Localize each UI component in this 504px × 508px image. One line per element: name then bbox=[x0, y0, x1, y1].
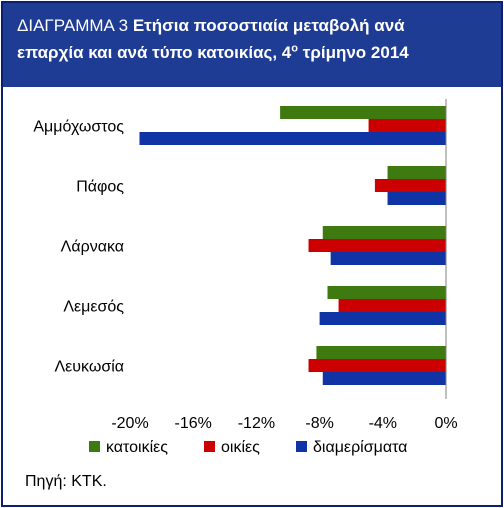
bar-3-1 bbox=[322, 226, 446, 239]
bar-4-1 bbox=[327, 286, 446, 299]
bar-1-3 bbox=[139, 132, 447, 145]
category-label: Λευκωσία bbox=[54, 359, 124, 376]
bar-4-3 bbox=[319, 312, 446, 325]
x-tick-label: -8% bbox=[305, 415, 333, 432]
title-superscript: ο bbox=[291, 42, 299, 55]
legend-label: κατοικίες bbox=[106, 439, 168, 456]
x-tick-label: -4% bbox=[369, 415, 397, 432]
legend-swatch bbox=[204, 441, 215, 452]
x-tick-label: 0% bbox=[434, 415, 457, 432]
legend-label: διαμερίσματα bbox=[313, 439, 407, 456]
source-note: Πηγή: ΚΤΚ. bbox=[25, 473, 107, 490]
bar-2-1 bbox=[387, 166, 446, 179]
bar-2-2 bbox=[374, 179, 446, 192]
x-tick-label: -16% bbox=[175, 415, 212, 432]
chart-header: ΔΙΑΓΡΑΜΜΑ 3 Ετήσια ποσοστιαία μεταβολή α… bbox=[3, 3, 501, 87]
title-main-1: Ετήσια ποσοστιαία μεταβολή ανά bbox=[132, 16, 405, 35]
category-label: Πάφος bbox=[76, 179, 124, 196]
bar-4-2 bbox=[338, 299, 446, 312]
bar-5-3 bbox=[322, 372, 446, 385]
legend-label: οικίες bbox=[221, 439, 260, 456]
title-lead: ΔΙΑΓΡΑΜΜΑ 3 bbox=[17, 16, 129, 35]
bar-1-1 bbox=[280, 106, 446, 119]
x-tick-label: -12% bbox=[238, 415, 275, 432]
legend-swatch bbox=[296, 441, 307, 452]
category-label: Λάρνακα bbox=[61, 239, 124, 256]
bar-chart: Αμμόχωστος Πάφος Λάρνακα Λεμεσός Λευκωσία -20… bbox=[33, 99, 458, 456]
bar-3-3 bbox=[330, 252, 446, 265]
title-main-2b: τρίμηνο 2014 bbox=[298, 43, 409, 62]
category-label: Λεμεσός bbox=[63, 299, 124, 316]
bar-1-2 bbox=[368, 119, 446, 132]
title-main-2a: επαρχία και ανά τύπο κατοικίας, 4 bbox=[17, 43, 292, 62]
x-tick-label: -20% bbox=[111, 415, 148, 432]
bar-2-3 bbox=[387, 192, 446, 205]
bar-5-2 bbox=[308, 359, 446, 372]
legend-swatch bbox=[89, 441, 100, 452]
bar-5-1 bbox=[316, 346, 446, 359]
bar-3-2 bbox=[308, 239, 446, 252]
category-label: Αμμόχωστος bbox=[33, 119, 124, 136]
